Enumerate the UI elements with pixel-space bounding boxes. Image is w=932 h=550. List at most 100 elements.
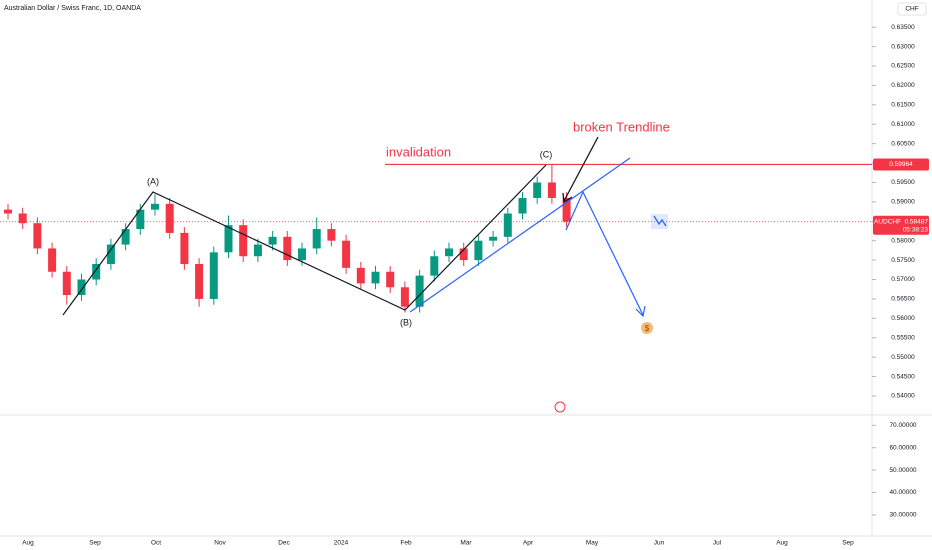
wave-line bbox=[62, 164, 547, 316]
candle-body bbox=[195, 263, 204, 299]
price-tick-label: 0.57500 bbox=[891, 257, 915, 264]
candle-body bbox=[48, 248, 57, 272]
candle-body bbox=[400, 287, 409, 307]
candle-body bbox=[209, 252, 218, 299]
dividend-icon-glyph: $ bbox=[645, 324, 650, 333]
invalidation-price-box bbox=[873, 158, 929, 171]
time-label: May bbox=[586, 540, 599, 547]
price-tick-label: 0.54000 bbox=[891, 393, 915, 400]
wave-label: (C) bbox=[540, 149, 553, 159]
time-label: Jul bbox=[713, 540, 722, 547]
symbol-label: AUDCHF bbox=[874, 219, 901, 226]
time-label: Nov bbox=[214, 540, 226, 547]
time-label: Jun bbox=[654, 540, 665, 547]
dividend-icon[interactable] bbox=[641, 322, 653, 334]
wave-label: (A) bbox=[147, 176, 159, 186]
time-label: Aug bbox=[22, 540, 34, 547]
candle-body bbox=[4, 209, 12, 214]
price-tick-label: 0.54500 bbox=[891, 373, 915, 380]
invalidation-price: 0.59964 bbox=[889, 161, 913, 168]
price-tick-label: 0.59500 bbox=[891, 179, 915, 186]
candle-body bbox=[298, 248, 306, 261]
callout-arrowhead bbox=[562, 192, 573, 204]
price-tick-label: 0.55000 bbox=[891, 354, 915, 361]
candle-body bbox=[474, 240, 483, 261]
price-tick-label: 0.59000 bbox=[891, 199, 915, 206]
candle-body bbox=[489, 236, 498, 241]
candle-body bbox=[121, 229, 130, 245]
currency: CHF bbox=[905, 6, 918, 13]
price-tick-label: 0.61000 bbox=[891, 121, 915, 128]
candle-body bbox=[445, 248, 453, 257]
candle-body bbox=[371, 271, 380, 284]
candle-body bbox=[503, 213, 512, 237]
marks bbox=[0, 163, 872, 313]
price-tick-label: 0.63000 bbox=[891, 43, 915, 50]
time-label: Dec bbox=[278, 540, 290, 547]
candle-body bbox=[151, 203, 159, 210]
candle-body bbox=[562, 197, 571, 222]
price-tick-label: 0.56000 bbox=[891, 315, 915, 322]
event-icon[interactable] bbox=[554, 401, 566, 413]
time-label: Apr bbox=[523, 540, 534, 547]
price-tick-label: 0.55500 bbox=[891, 334, 915, 341]
last-price: 0.58487 bbox=[905, 219, 929, 226]
price-tick-label: 0.57000 bbox=[891, 276, 915, 283]
trendline bbox=[409, 157, 631, 313]
price-tick-label: 0.62500 bbox=[891, 63, 915, 70]
candle-body bbox=[459, 248, 468, 261]
lower-tick-label: 60.00000 bbox=[889, 444, 916, 451]
callout-arrow bbox=[563, 136, 599, 202]
candle-body bbox=[106, 244, 115, 264]
time-label: Oct bbox=[151, 540, 161, 547]
candle-body bbox=[253, 244, 262, 257]
price-tick-label: 0.58000 bbox=[891, 237, 915, 244]
lower-tick-label: 50.00000 bbox=[889, 467, 916, 474]
candle-body bbox=[312, 229, 321, 249]
candle-body bbox=[180, 232, 189, 264]
price-tick-label: 0.62000 bbox=[891, 82, 915, 89]
time-axis: Aug Sep Oct Nov Dec 2024 Feb Mar Apr May… bbox=[22, 540, 854, 547]
candle-body bbox=[62, 271, 71, 296]
candle-body bbox=[547, 182, 556, 198]
projection-line bbox=[565, 190, 644, 316]
broken-trendline-label: broken Trendline bbox=[573, 119, 670, 134]
candle-body bbox=[533, 182, 542, 198]
candle-body bbox=[77, 279, 86, 296]
candle-body bbox=[430, 256, 439, 276]
candle-body bbox=[224, 225, 233, 253]
time-label: Sep bbox=[842, 540, 854, 547]
candle-body bbox=[268, 236, 277, 245]
candle-body bbox=[33, 223, 42, 249]
candle-body bbox=[92, 263, 101, 280]
candle-body bbox=[18, 213, 27, 224]
price-tick-label: 0.63500 bbox=[891, 24, 915, 31]
wave-label: (B) bbox=[400, 317, 412, 327]
candle-body bbox=[342, 240, 351, 268]
candle-body bbox=[327, 229, 336, 241]
candle-body bbox=[386, 271, 395, 288]
time-label: Sep bbox=[89, 540, 101, 547]
currency-box[interactable] bbox=[897, 2, 927, 16]
time-label: 2024 bbox=[334, 540, 349, 547]
lower-tick-label: 40.00000 bbox=[889, 489, 916, 496]
last-price-box bbox=[873, 215, 929, 235]
chart-title: Australian Dollar / Swiss Franc, 1D, OAN… bbox=[4, 5, 141, 12]
candle-body bbox=[415, 275, 424, 307]
invalidation-label: invalidation bbox=[386, 144, 451, 159]
candle-body bbox=[356, 267, 365, 284]
lower-tick-label: 30.00000 bbox=[889, 512, 916, 519]
time-label: Mar bbox=[460, 540, 472, 547]
candle-body bbox=[136, 209, 145, 230]
candle-body bbox=[283, 236, 292, 261]
price-tick-label: 0.60500 bbox=[891, 140, 915, 147]
candle-body bbox=[518, 197, 527, 214]
countdown: 05:38:23 bbox=[903, 227, 929, 234]
signal-icon-bg bbox=[651, 214, 668, 229]
signal-icon[interactable] bbox=[653, 215, 667, 227]
time-label: Feb bbox=[400, 540, 412, 547]
projection-arrowhead bbox=[635, 305, 646, 318]
time-label: Aug bbox=[776, 540, 788, 547]
